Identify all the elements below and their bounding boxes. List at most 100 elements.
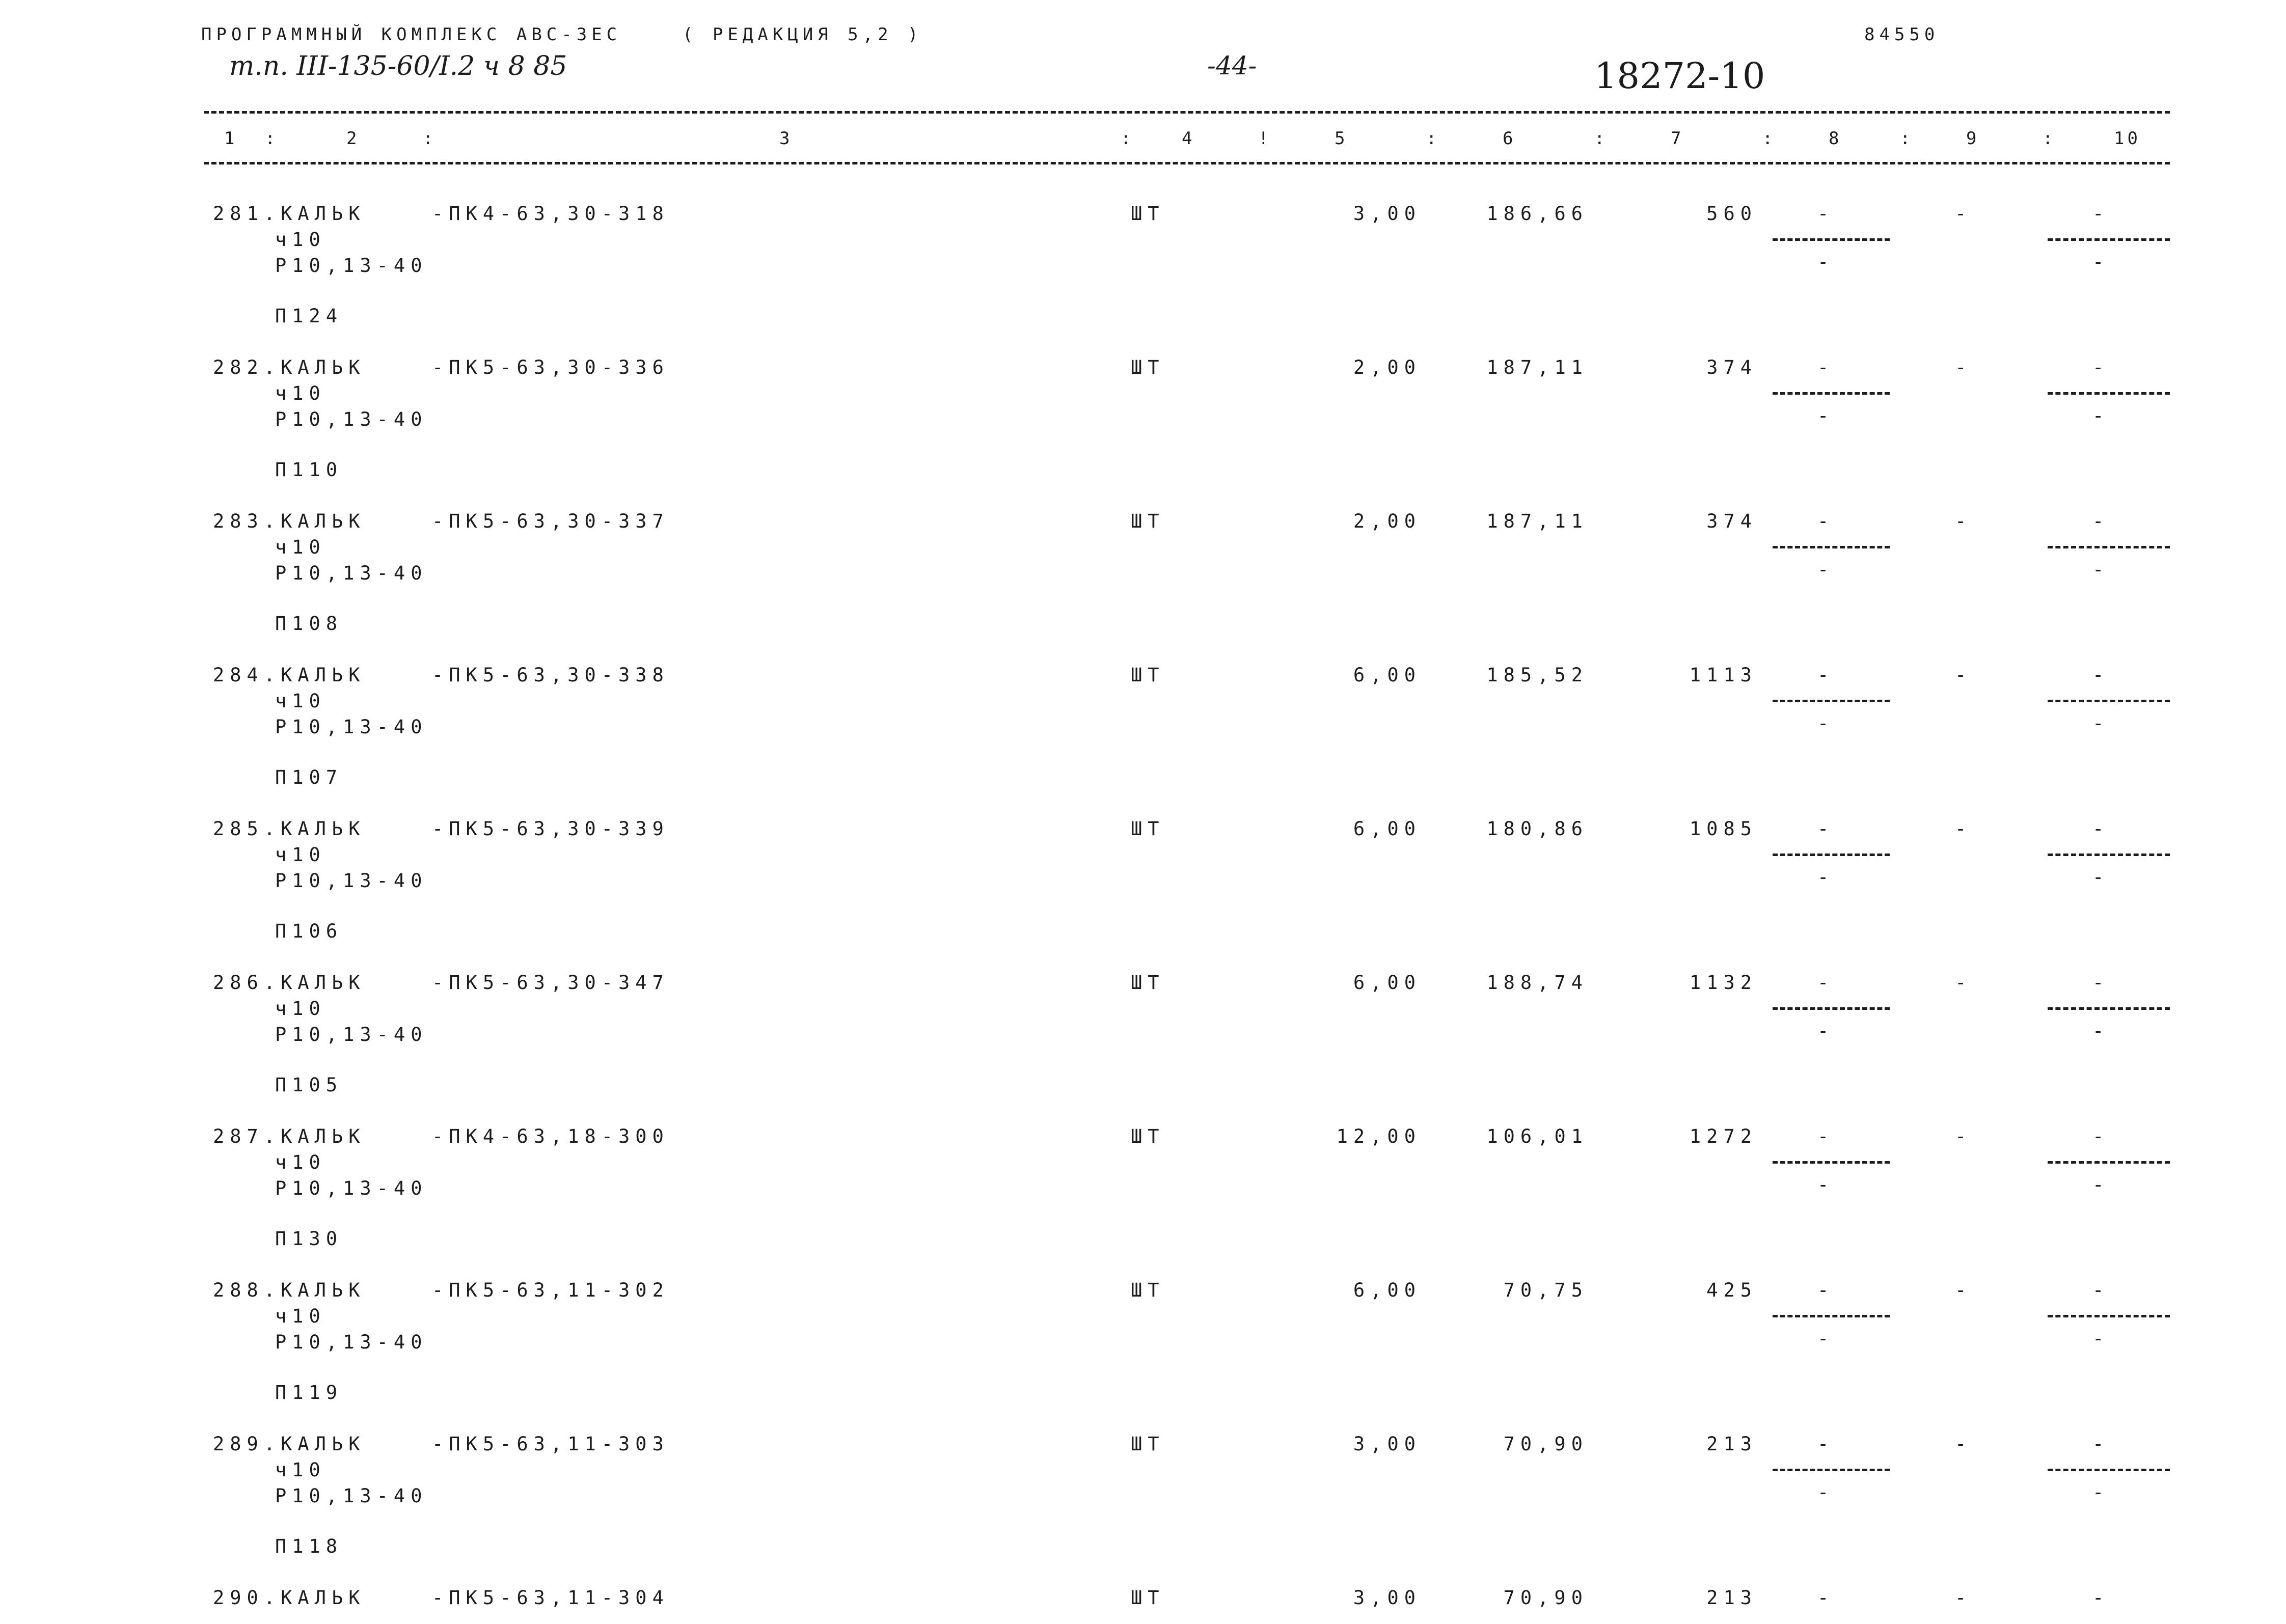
page-number: -44- <box>1207 51 1257 80</box>
col8-value: - <box>1817 510 1835 532</box>
column-separator: : <box>423 128 437 149</box>
col10-value: - <box>2092 1125 2110 1147</box>
total-cell: 374 <box>1706 510 1757 532</box>
col10-value: - <box>2092 818 2110 840</box>
col8-subtotal-rule <box>1773 1007 1890 1010</box>
row-sub-line-1: ч10 <box>275 229 326 251</box>
row-sub-line-3: П124 <box>275 305 343 327</box>
row-sub-line-3: П110 <box>275 459 343 481</box>
item-code: -ПК5-63,30-338 <box>432 664 669 686</box>
column-separator: ! <box>1258 128 1272 149</box>
col9-value: - <box>1955 1125 1972 1147</box>
col8-value-lower: - <box>1817 1020 1835 1042</box>
row-sub-line-3: П107 <box>275 766 343 788</box>
col10-subtotal-rule <box>2048 1007 2170 1010</box>
col8-subtotal-rule <box>1773 1315 1890 1317</box>
col8-subtotal-rule <box>1773 238 1890 241</box>
col10-value-lower: - <box>2092 866 2110 888</box>
row-sub-line-2: Р10,13-40 <box>275 870 428 892</box>
col10-value-lower: - <box>2092 1481 2110 1503</box>
total-cell: 213 <box>1706 1433 1757 1455</box>
column-number-6: 6 <box>1503 128 1516 149</box>
row-number: 287.КАЛЬК <box>213 1125 366 1147</box>
column-number-2: 2 <box>346 128 360 149</box>
row-sub-line-2: Р10,13-40 <box>275 716 428 738</box>
quantity-cell: 3,00 <box>1353 1433 1421 1455</box>
col10-subtotal-rule <box>2048 1315 2170 1317</box>
row-number: 281.КАЛЬК <box>213 203 366 225</box>
col8-value-lower: - <box>1817 1328 1835 1350</box>
col8-subtotal-rule <box>1773 1161 1890 1164</box>
row-number: 286.КАЛЬК <box>213 972 366 994</box>
col10-value-lower: - <box>2092 251 2110 273</box>
col8-value-lower: - <box>1817 1174 1835 1196</box>
col10-value: - <box>2092 1433 2110 1455</box>
col8-subtotal-rule <box>1773 392 1890 395</box>
col8-value: - <box>1817 356 1835 378</box>
col8-value: - <box>1817 818 1835 840</box>
col10-value: - <box>2092 972 2110 994</box>
total-cell: 374 <box>1706 356 1757 378</box>
quantity-cell: 6,00 <box>1353 1279 1421 1301</box>
sheet-number: 18272-10 <box>1594 55 1765 97</box>
column-number-7: 7 <box>1671 128 1684 149</box>
quantity-cell: 6,00 <box>1353 972 1421 994</box>
row-sub-line-2: Р10,13-40 <box>275 1485 428 1507</box>
unit-cell: ШТ <box>1131 510 1165 532</box>
col8-value: - <box>1817 1125 1835 1147</box>
total-cell: 213 <box>1706 1587 1757 1609</box>
price-cell: 188,74 <box>1486 972 1588 994</box>
col9-value: - <box>1955 203 1972 225</box>
col8-value-lower: - <box>1817 866 1835 888</box>
col10-subtotal-rule <box>2048 238 2170 241</box>
col10-value: - <box>2092 664 2110 686</box>
row-number: 283.КАЛЬК <box>213 510 366 532</box>
row-sub-line-3: П118 <box>275 1535 343 1557</box>
unit-cell: ШТ <box>1131 356 1165 378</box>
item-code: -ПК5-63,30-337 <box>432 510 669 532</box>
total-cell: 560 <box>1706 203 1757 225</box>
row-sub-line-1: ч10 <box>275 1151 326 1173</box>
col8-subtotal-rule <box>1773 1469 1890 1471</box>
col8-value: - <box>1817 203 1835 225</box>
column-number-9: 9 <box>1966 128 1980 149</box>
quantity-cell: 2,00 <box>1353 356 1421 378</box>
col8-value-lower: - <box>1817 1481 1835 1503</box>
col8-subtotal-rule <box>1773 546 1890 548</box>
doc-number: 84550 <box>1864 24 1940 45</box>
quantity-cell: 2,00 <box>1353 510 1421 532</box>
column-number-8: 8 <box>1829 128 1842 149</box>
col9-value: - <box>1955 972 1972 994</box>
col10-value: - <box>2092 203 2110 225</box>
column-separator: : <box>1426 128 1440 149</box>
row-sub-line-2: Р10,13-40 <box>275 1331 428 1353</box>
header-rule-bottom <box>204 162 2170 164</box>
row-sub-line-1: ч10 <box>275 536 326 558</box>
row-number: 284.КАЛЬК <box>213 664 366 686</box>
row-sub-line-2: Р10,13-40 <box>275 255 428 277</box>
edition-label: ( РЕДАКЦИЯ 5,2 ) <box>683 24 923 45</box>
quantity-cell: 12,00 <box>1336 1125 1421 1147</box>
column-number-1: 1 <box>224 128 238 149</box>
row-number: 285.КАЛЬК <box>213 818 366 840</box>
row-sub-line-1: ч10 <box>275 998 326 1020</box>
item-code: -ПК5-63,11-303 <box>432 1433 669 1455</box>
unit-cell: ШТ <box>1131 1433 1165 1455</box>
row-sub-line-1: ч10 <box>275 1305 326 1327</box>
col9-value: - <box>1955 664 1972 686</box>
row-sub-line-1: ч10 <box>275 1459 326 1481</box>
total-cell: 425 <box>1706 1279 1757 1301</box>
total-cell: 1113 <box>1689 664 1757 686</box>
price-cell: 180,86 <box>1486 818 1588 840</box>
program-title: ПРОГРАММНЫЙ КОМПЛЕКС АВС-ЗЕС <box>201 24 622 45</box>
item-code: -ПК5-63,30-336 <box>432 356 669 378</box>
col8-value: - <box>1817 1587 1835 1609</box>
col10-value: - <box>2092 1279 2110 1301</box>
row-sub-line-2: Р10,13-40 <box>275 562 428 584</box>
price-cell: 187,11 <box>1486 510 1588 532</box>
item-code: -ПК4-63,18-300 <box>432 1125 669 1147</box>
price-cell: 106,01 <box>1486 1125 1588 1147</box>
col10-value-lower: - <box>2092 1174 2110 1196</box>
quantity-cell: 6,00 <box>1353 664 1421 686</box>
price-cell: 185,52 <box>1486 664 1588 686</box>
